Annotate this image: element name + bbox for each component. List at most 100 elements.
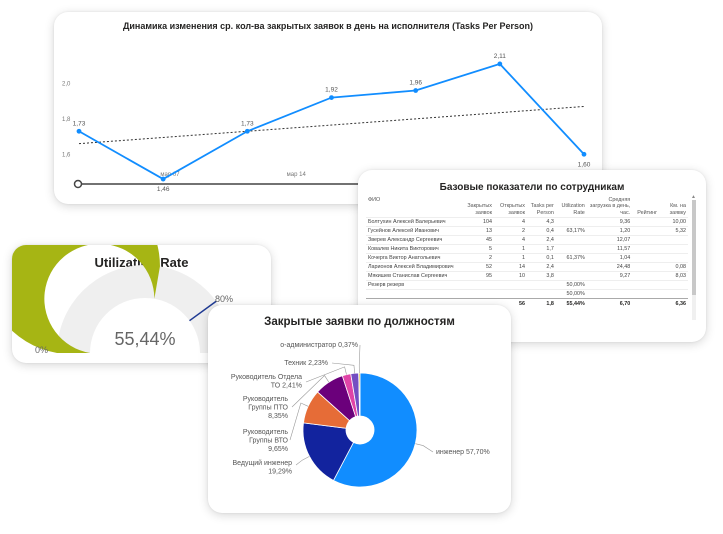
table-cell bbox=[659, 235, 688, 245]
table-cell: 0,1 bbox=[526, 253, 556, 263]
table-cell: 8,03 bbox=[659, 271, 688, 281]
total-cell: 55,44% bbox=[555, 298, 587, 308]
column-header[interactable]: Utilization Rate bbox=[561, 203, 585, 216]
pie-chart[interactable]: инженер 57,70% Ведущий инженер 19,29% Руков… bbox=[208, 305, 511, 513]
label-leader bbox=[289, 402, 309, 441]
pie-title: Закрытые заявки по должностям bbox=[264, 316, 455, 328]
table-cell bbox=[555, 271, 587, 281]
table-row[interactable]: 50,00% bbox=[366, 289, 688, 299]
label-leader bbox=[295, 456, 310, 466]
table-cell bbox=[632, 226, 660, 236]
data-point bbox=[581, 151, 587, 157]
table-cell bbox=[632, 217, 660, 227]
data-label: 1,46 bbox=[157, 186, 170, 193]
data-label: 2,11 bbox=[494, 53, 507, 60]
data-point bbox=[160, 176, 166, 182]
table-cell bbox=[632, 262, 660, 272]
table-cell: 4 bbox=[493, 217, 527, 227]
table-cell: 2,4 bbox=[526, 262, 556, 272]
total-cell bbox=[632, 298, 660, 308]
table-cell bbox=[632, 235, 660, 245]
table-cell: 1 bbox=[493, 253, 527, 263]
table-cell bbox=[632, 244, 660, 254]
gauge-target-label: 80% bbox=[215, 294, 233, 304]
table-cell: 10 bbox=[493, 271, 527, 281]
scrollbar-thumb[interactable] bbox=[692, 200, 696, 295]
table-cell bbox=[586, 289, 633, 299]
table-total-row: 56 1,8 55,44% 6,70 6,36 bbox=[366, 298, 688, 308]
slice-label-engineer: инженер 57,70% bbox=[436, 449, 490, 456]
table-cell bbox=[493, 289, 527, 299]
table-cell bbox=[659, 280, 688, 290]
table-row[interactable]: Ковалев Никита Викторович 5 1 1,7 11,57 bbox=[366, 244, 688, 254]
scroll-up-icon[interactable]: ▲ bbox=[691, 194, 696, 200]
column-header[interactable]: ФИО bbox=[368, 197, 381, 203]
table-cell bbox=[659, 244, 688, 254]
data-label: 1,73 bbox=[73, 120, 86, 127]
data-point bbox=[76, 128, 82, 134]
table-scrollbar[interactable] bbox=[692, 200, 696, 320]
pie-slice[interactable] bbox=[332, 372, 418, 488]
table-cell: 24,48 bbox=[586, 262, 633, 272]
table-row[interactable]: Гусейнов Алексей Иванович 13 2 0,4 63,17% 1,2… bbox=[366, 226, 688, 236]
x-tick-label: мар 14 bbox=[287, 172, 307, 178]
table-cell: Мякишев Станислав Сергеевич bbox=[366, 271, 461, 281]
slice-label-head-dept: Руководитель Отдела ТО 2,41% bbox=[231, 374, 302, 390]
pie-slice[interactable] bbox=[302, 422, 355, 481]
pie-card[interactable]: Закрытые заявки по должностям инженер 57… bbox=[208, 305, 511, 513]
table-cell bbox=[659, 253, 688, 263]
employee-table: ФИО Закрытых заявок Открытых заявок Tasks p… bbox=[366, 196, 688, 308]
table-row[interactable]: Ларионов Алексей Владимирович 52 14 2,4 24,4… bbox=[366, 262, 688, 272]
table-cell: 1,20 bbox=[586, 226, 633, 236]
table-title: Базовые показатели по сотрудникам bbox=[439, 182, 625, 193]
table-cell: 9,27 bbox=[586, 271, 633, 281]
label-leader bbox=[331, 362, 355, 374]
table-cell: 3,8 bbox=[526, 271, 556, 281]
table-cell: Ковалев Никита Викторович bbox=[366, 244, 461, 254]
zoom-slider-handle[interactable] bbox=[73, 179, 83, 189]
data-point bbox=[329, 95, 334, 100]
column-header[interactable]: Открытых заявок bbox=[500, 203, 525, 216]
table-row[interactable]: Резерв резерв 50,00% bbox=[366, 280, 688, 290]
table-row[interactable]: Мякишев Станислав Сергеевич 95 10 3,8 9,27 8,… bbox=[366, 271, 688, 281]
data-label: 1,60 bbox=[578, 161, 591, 168]
table-cell bbox=[586, 280, 633, 290]
table-cell: 95 bbox=[460, 271, 494, 281]
table-cell: 50,00% bbox=[555, 289, 587, 299]
slice-label-head-pto: Руководитель Группы ПТО 8,35% bbox=[243, 396, 289, 420]
table-cell: 4 bbox=[493, 235, 527, 245]
table-cell: Резерв резерв bbox=[366, 280, 461, 290]
table-row[interactable]: Зверев Александр Сергеевич 45 4 2,4 12,07 bbox=[366, 235, 688, 245]
table-header-row: ФИО Закрытых заявок Открытых заявок Tasks p… bbox=[366, 196, 688, 218]
table-cell: 2 bbox=[460, 253, 494, 263]
table-cell: 12,07 bbox=[586, 235, 633, 245]
column-header[interactable]: Км. на заявку bbox=[669, 203, 686, 216]
column-header[interactable]: Рейтинг bbox=[637, 209, 658, 216]
table-cell bbox=[526, 280, 556, 290]
table-cell bbox=[632, 253, 660, 263]
table-row[interactable]: Кочерга Виктор Анатольевич 2 1 0,1 61,37% 1,0… bbox=[366, 253, 688, 263]
y-tick-label: 1,6 bbox=[62, 152, 71, 158]
data-label: 1,96 bbox=[409, 80, 422, 87]
column-header[interactable]: Закрытых заявок bbox=[467, 203, 492, 216]
table-cell bbox=[632, 280, 660, 290]
table-cell bbox=[555, 217, 587, 227]
data-point bbox=[413, 88, 419, 93]
gauge-chart: 80%55,44%0%100% bbox=[12, 245, 244, 355]
table-row[interactable]: Болтухин Алексей Валерьевич 104 4 4,3 9,36 10… bbox=[366, 217, 688, 227]
table-cell: 0,08 bbox=[659, 262, 688, 272]
column-header[interactable]: Средняя загрузка в день, час. bbox=[589, 197, 631, 216]
table-cell bbox=[366, 289, 461, 299]
column-header[interactable]: Tasks per Person bbox=[530, 203, 554, 216]
gauge-min-label: 0% bbox=[35, 345, 48, 355]
gauge-track bbox=[57, 265, 233, 353]
table-cell: Гусейнов Алексей Иванович bbox=[366, 226, 461, 236]
table-cell: 11,57 bbox=[586, 244, 633, 254]
label-leader bbox=[305, 366, 347, 383]
table-cell bbox=[555, 262, 587, 272]
table-cell: 104 bbox=[460, 217, 494, 227]
table-cell: Зверев Александр Сергеевич bbox=[366, 235, 461, 245]
label-leader bbox=[291, 375, 330, 408]
table-cell: 9,36 bbox=[586, 217, 633, 227]
pie-slice[interactable] bbox=[358, 372, 361, 417]
